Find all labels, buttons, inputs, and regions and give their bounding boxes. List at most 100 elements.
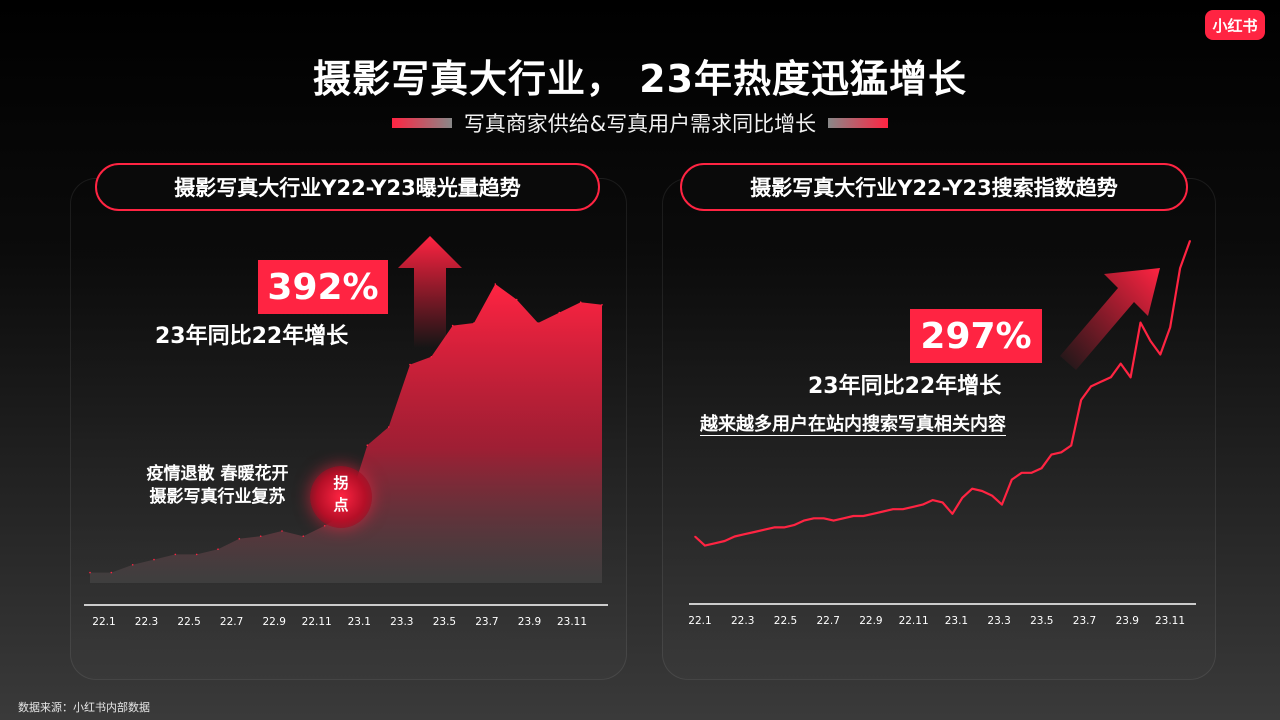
page-subtitle: 写真商家供给&写真用户需求同比增长 bbox=[463, 112, 817, 136]
search-point bbox=[852, 515, 855, 517]
search-point bbox=[1050, 453, 1053, 456]
subtitle-decor-left bbox=[391, 118, 452, 128]
exposure-point bbox=[601, 304, 603, 306]
search-x-tick-label: 23.11 bbox=[1155, 615, 1185, 627]
exposure-point bbox=[366, 444, 369, 447]
exposure-x-tick-label: 22.7 bbox=[220, 616, 243, 628]
search-point bbox=[1189, 240, 1191, 242]
exposure-x-tick-label: 23.11 bbox=[557, 616, 587, 628]
exposure-x-tick-label: 23.1 bbox=[348, 616, 371, 628]
search-point bbox=[1020, 472, 1023, 474]
exposure-area bbox=[90, 284, 602, 583]
search-point bbox=[1090, 385, 1092, 388]
exposure-point bbox=[579, 301, 582, 304]
search-point bbox=[961, 497, 964, 499]
search-point bbox=[1001, 503, 1003, 506]
search-point bbox=[882, 510, 884, 513]
exposure-point bbox=[323, 525, 326, 527]
search-x-tick-label: 22.1 bbox=[688, 615, 711, 627]
search-point bbox=[872, 513, 874, 515]
exposure-chart-title: 摄影写真大行业Y22-Y23曝光量趋势 bbox=[95, 163, 600, 211]
search-point bbox=[733, 535, 736, 538]
exposure-point bbox=[473, 322, 475, 324]
search-point bbox=[981, 490, 983, 492]
exposure-point bbox=[259, 535, 262, 537]
search-point bbox=[832, 519, 835, 522]
inflection-point-marker bbox=[310, 466, 372, 528]
search-point bbox=[694, 535, 696, 538]
exposure-point bbox=[515, 298, 518, 301]
search-point bbox=[902, 508, 904, 511]
search-point bbox=[813, 517, 815, 520]
exposure-growth-label: 23年同比22年增长 bbox=[155, 324, 349, 349]
search-point bbox=[1060, 451, 1063, 454]
search-point bbox=[1080, 399, 1082, 401]
search-point bbox=[783, 526, 785, 529]
search-panel bbox=[662, 178, 1216, 680]
exposure-point bbox=[451, 324, 454, 327]
exposure-point bbox=[281, 530, 283, 532]
search-point bbox=[803, 519, 805, 522]
recovery-note-line1: 疫情退散 春暖花开 bbox=[146, 464, 289, 484]
exposure-x-tick-label: 22.11 bbox=[302, 616, 332, 628]
exposure-x-tick-label: 23.7 bbox=[475, 616, 498, 628]
exposure-x-tick-label: 23.5 bbox=[433, 616, 456, 628]
search-chart-title: 摄影写真大行业Y22-Y23搜索指数趋势 bbox=[680, 163, 1188, 211]
diagonal-arrow-icon bbox=[1060, 268, 1160, 370]
search-point bbox=[753, 531, 756, 533]
search-point bbox=[991, 494, 993, 497]
search-x-tick-label: 22.11 bbox=[899, 615, 929, 627]
exposure-point bbox=[217, 548, 219, 550]
recovery-note-line2: 摄影写真行业复苏 bbox=[149, 487, 286, 507]
search-point bbox=[921, 503, 924, 506]
exposure-x-tick-label: 23.3 bbox=[390, 616, 413, 628]
search-x-tick-label: 22.9 bbox=[859, 615, 882, 627]
subtitle-row: 写真商家供给&写真用户需求同比增长 bbox=[0, 108, 1280, 138]
search-point bbox=[862, 515, 865, 517]
search-x-tick-label: 22.7 bbox=[817, 615, 840, 627]
search-point bbox=[743, 533, 746, 535]
search-point bbox=[1070, 444, 1072, 447]
search-point bbox=[941, 501, 944, 504]
search-point bbox=[1110, 376, 1112, 379]
exposure-x-tick-label: 23.9 bbox=[518, 616, 541, 628]
search-point bbox=[1159, 353, 1162, 356]
search-point bbox=[822, 517, 825, 520]
exposure-point bbox=[195, 553, 198, 556]
exposure-point bbox=[558, 311, 561, 314]
exposure-x-tick-label: 22.1 bbox=[92, 616, 115, 628]
search-point bbox=[714, 542, 716, 545]
search-point bbox=[1169, 326, 1171, 329]
search-x-tick-label: 23.1 bbox=[945, 615, 968, 627]
search-description: 越来越多用户在站内搜索写真相关内容 bbox=[700, 414, 1006, 435]
exposure-x-tick-label: 22.3 bbox=[135, 616, 158, 628]
brand-logo: 小红书 bbox=[1205, 10, 1265, 40]
search-point bbox=[1129, 376, 1132, 379]
search-point bbox=[704, 544, 706, 547]
data-source: 数据来源：小红书内部数据 bbox=[18, 701, 150, 714]
search-point bbox=[971, 487, 973, 490]
exposure-point bbox=[409, 363, 411, 366]
exposure-point bbox=[89, 571, 91, 574]
search-point bbox=[892, 508, 894, 511]
search-point bbox=[1179, 267, 1181, 269]
exposure-point bbox=[153, 558, 155, 561]
search-point bbox=[1011, 478, 1013, 481]
search-x-tick-label: 23.9 bbox=[1116, 615, 1139, 627]
search-point bbox=[912, 506, 914, 508]
search-growth-badge: 297% bbox=[910, 309, 1042, 363]
search-point bbox=[763, 528, 766, 531]
exposure-point bbox=[494, 283, 497, 285]
search-point bbox=[1119, 362, 1122, 365]
search-x-tick-label: 22.5 bbox=[774, 615, 797, 627]
subtitle-decor-right bbox=[828, 118, 889, 128]
exposure-point bbox=[131, 564, 134, 566]
exposure-chart: 22.1 22.3 22.5 22.7 22.9 22.11 23.1 23.3 23.5 23.… bbox=[84, 283, 608, 628]
search-point bbox=[793, 524, 795, 526]
search-point bbox=[931, 499, 934, 501]
search-x-tick-label: 22.3 bbox=[731, 615, 754, 627]
exposure-x-tick-label: 22.9 bbox=[263, 616, 286, 628]
exposure-point bbox=[537, 322, 539, 324]
inflection-point-label: 拐 点 bbox=[333, 474, 349, 514]
